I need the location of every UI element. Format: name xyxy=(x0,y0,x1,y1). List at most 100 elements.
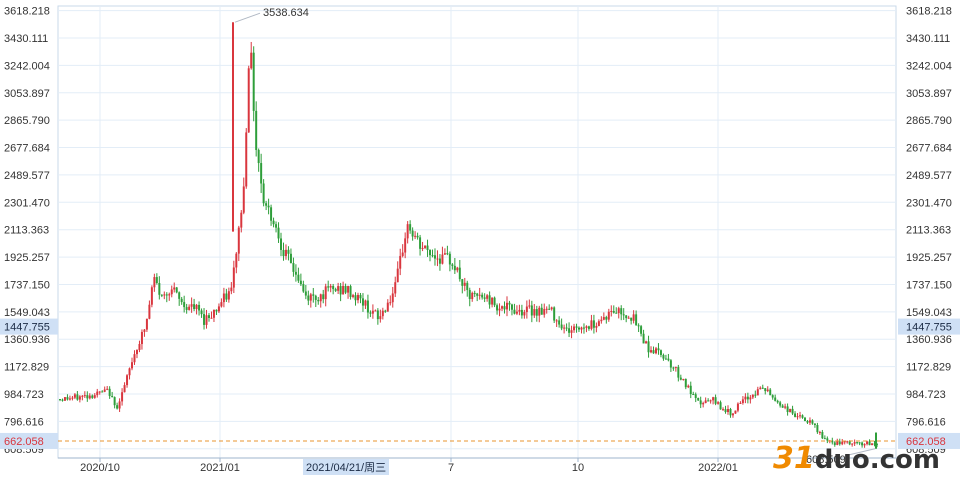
candle-body xyxy=(406,224,409,239)
candle-body xyxy=(789,408,792,412)
candle-body xyxy=(714,397,717,404)
candle-body xyxy=(123,385,126,393)
candle-body xyxy=(212,309,215,318)
candle-body xyxy=(245,132,248,187)
candle-body xyxy=(131,362,134,369)
candle-body xyxy=(486,295,489,299)
candle-body xyxy=(558,320,561,325)
y-tick-label-right: 2865.790 xyxy=(906,115,952,127)
y-tick-label-left: 2301.470 xyxy=(4,197,50,209)
candle-body xyxy=(183,302,186,308)
candle-body xyxy=(456,267,459,271)
candle-body xyxy=(96,391,99,396)
candle-body xyxy=(195,304,198,309)
y-tick-label-left: 3053.897 xyxy=(4,88,50,100)
candle-body xyxy=(158,283,161,295)
candle-body xyxy=(555,320,558,322)
candle-body xyxy=(540,307,543,315)
site-watermark-logo: 31 duo.com xyxy=(773,441,940,476)
y-tick-label-right: 3618.218 xyxy=(906,6,952,18)
y-tick-label-right: 2489.577 xyxy=(906,170,952,182)
candle-body xyxy=(515,311,518,314)
candle-body xyxy=(821,431,824,439)
candle-body xyxy=(759,387,762,390)
candle-body xyxy=(108,388,111,396)
candle-body xyxy=(59,399,61,401)
candle-body xyxy=(394,282,397,294)
candle-body xyxy=(232,267,235,288)
candle-body xyxy=(505,302,508,310)
candle-body xyxy=(707,400,710,402)
y-tick-label-left: 2865.790 xyxy=(4,115,50,127)
cursor-price-tag-left-bg xyxy=(0,318,58,335)
candle-body xyxy=(145,318,148,330)
candle-body xyxy=(111,395,114,398)
candle-body xyxy=(342,285,345,295)
candle-body xyxy=(277,227,280,239)
candle-body xyxy=(667,358,670,361)
candle-body xyxy=(736,403,739,411)
candle-body xyxy=(550,307,553,310)
candle-body xyxy=(786,406,789,412)
candle-body xyxy=(200,310,203,315)
candle-body xyxy=(404,238,407,253)
candle-body xyxy=(379,316,382,320)
candle-body xyxy=(421,247,424,249)
candle-body xyxy=(699,400,702,405)
candle-body xyxy=(399,255,402,269)
candle-body xyxy=(779,402,782,406)
x-tick-label: 2022/01 xyxy=(698,462,738,474)
candle-body xyxy=(349,286,352,297)
candle-body xyxy=(642,333,645,344)
candle-body xyxy=(776,400,779,403)
candle-body xyxy=(510,304,513,310)
candle-body xyxy=(140,331,143,345)
candle-body xyxy=(384,310,387,312)
candle-body xyxy=(528,305,531,307)
candle-body xyxy=(436,258,439,260)
candle-body xyxy=(573,326,576,331)
candle-body xyxy=(582,327,585,329)
candle-body xyxy=(620,308,623,315)
candle-body xyxy=(868,441,871,446)
candle-body xyxy=(806,421,809,423)
candle-body xyxy=(312,294,315,296)
candle-body xyxy=(530,305,533,316)
y-tick-label-left: 3618.218 xyxy=(4,6,50,18)
y-tick-label-right: 2677.684 xyxy=(906,143,952,155)
candle-body xyxy=(294,271,297,275)
candle-body xyxy=(679,377,682,380)
candle-body xyxy=(217,306,220,312)
max-leader-line xyxy=(234,12,261,23)
candle-body xyxy=(381,310,384,317)
candle-body xyxy=(376,310,379,320)
candle-body xyxy=(242,186,245,213)
candle-body xyxy=(481,294,484,298)
candle-body xyxy=(284,249,287,257)
candle-body xyxy=(68,398,71,400)
candle-body xyxy=(155,277,158,284)
candle-body xyxy=(275,224,278,228)
candle-body xyxy=(831,440,834,443)
candle-body xyxy=(659,350,662,355)
candle-body xyxy=(374,310,377,312)
candle-body xyxy=(207,315,210,318)
candle-body xyxy=(265,203,268,206)
overlay: 3538.634 608.509 662.058 662.058 1447.755 144… xyxy=(0,7,960,475)
candle-body xyxy=(846,441,849,443)
candle-body xyxy=(262,183,265,204)
candle-body xyxy=(645,341,648,344)
candles xyxy=(59,22,878,449)
candle-body xyxy=(866,441,869,445)
candle-body xyxy=(93,395,96,398)
candle-body xyxy=(841,441,844,445)
candle-body xyxy=(553,307,556,321)
y-tick-label-left: 1737.150 xyxy=(4,279,50,291)
candle-body xyxy=(113,397,116,406)
candle-body xyxy=(443,253,446,255)
candle-body xyxy=(615,312,618,314)
candle-body xyxy=(173,287,176,290)
candle-body xyxy=(309,294,312,301)
cursor-price-tag-right-bg xyxy=(898,318,960,335)
